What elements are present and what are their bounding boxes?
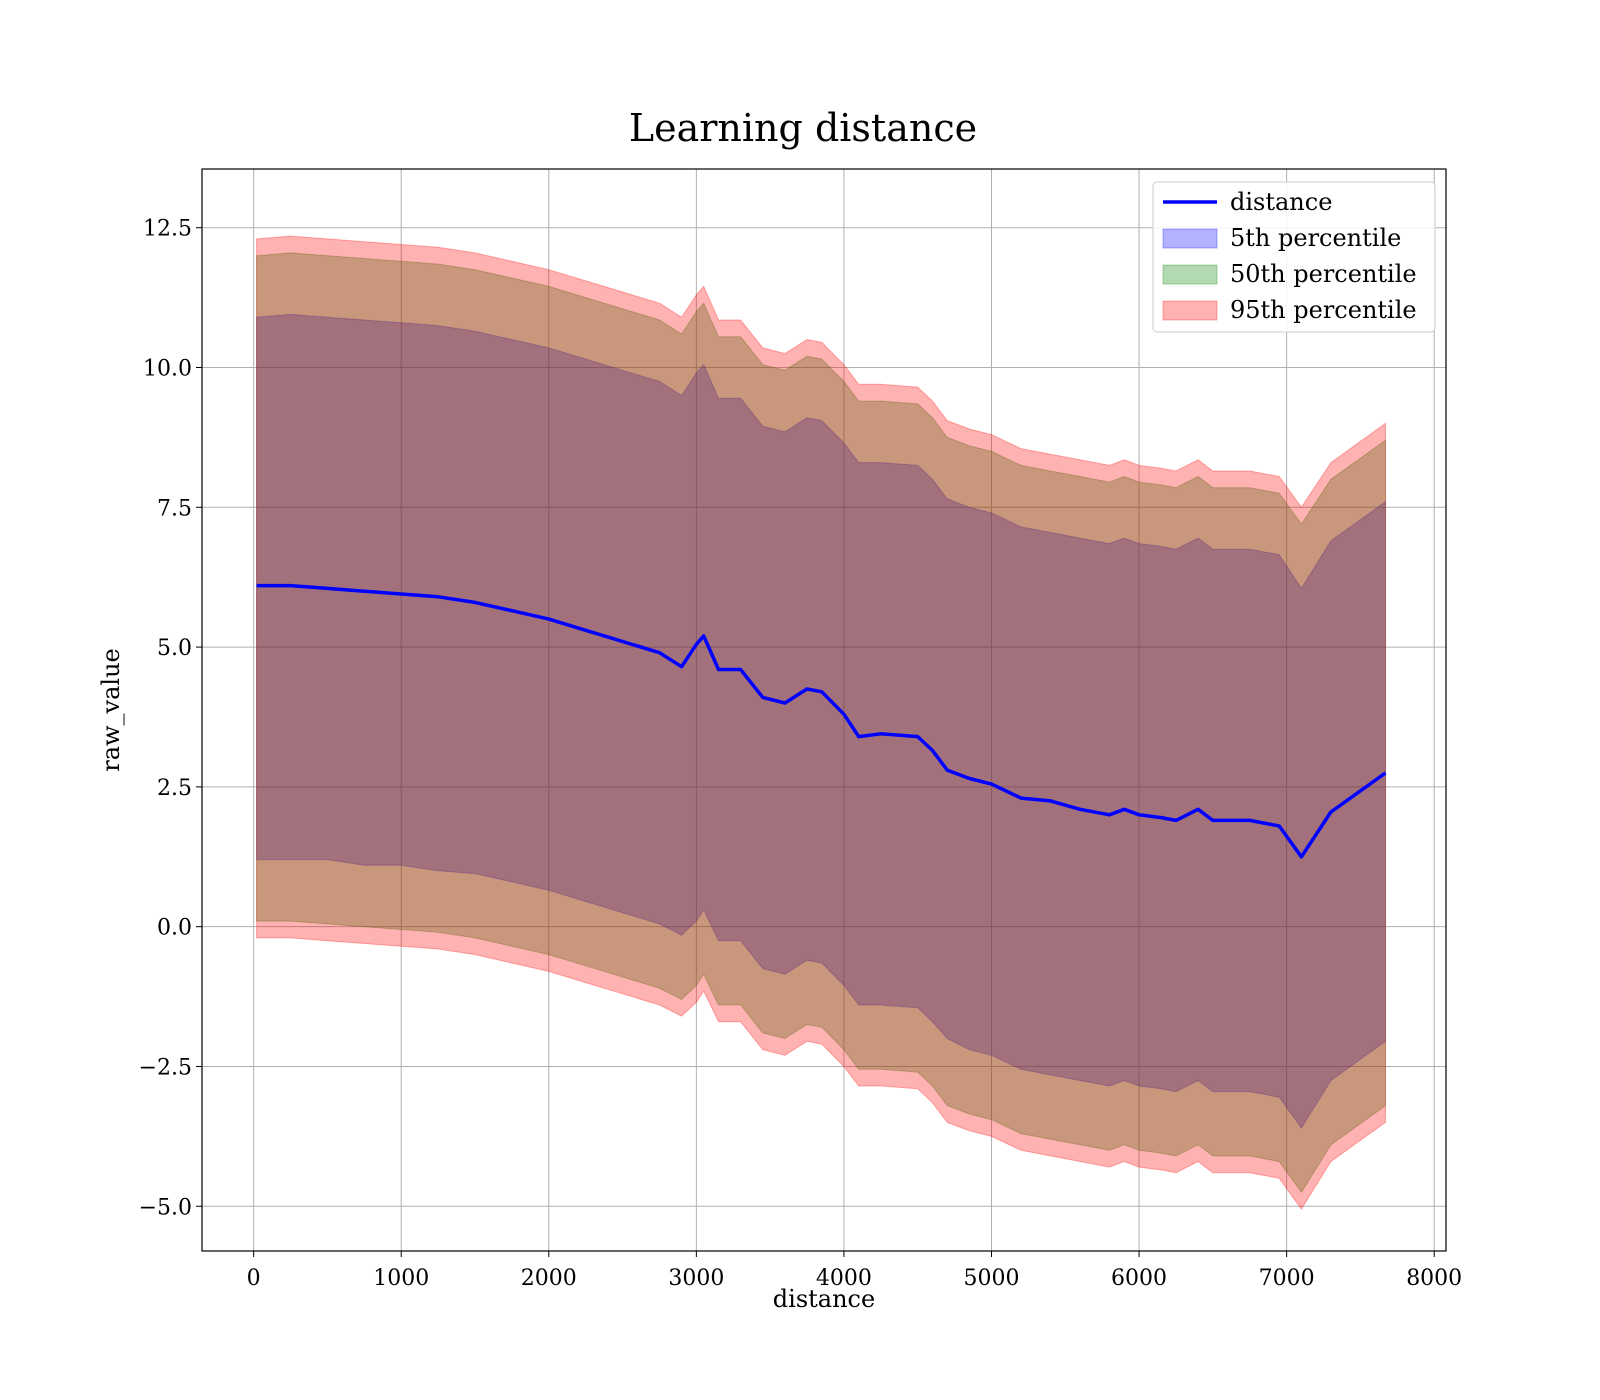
band-95th-percentile — [256, 235, 1386, 1210]
percentile-bands — [256, 235, 1386, 1210]
band-5th-percentile — [256, 313, 1386, 1129]
y-tick-label: 5.0 — [157, 636, 192, 661]
y-tick-label: 2.5 — [157, 776, 192, 801]
y-tick-label: 10.0 — [143, 357, 192, 382]
x-tick-label: 8000 — [1406, 1266, 1462, 1291]
x-tick-label: 5000 — [963, 1266, 1019, 1291]
legend-swatch-band — [1162, 228, 1218, 249]
y-axis-label: raw_value — [97, 648, 125, 772]
x-tick-label: 3000 — [668, 1266, 724, 1291]
distance-line-layer — [256, 583, 1387, 859]
legend-swatch-band — [1162, 300, 1218, 321]
legend-label: distance — [1230, 188, 1332, 216]
x-tick-label: 6000 — [1111, 1266, 1167, 1291]
y-tick-label: 7.5 — [157, 496, 192, 521]
grid — [202, 169, 1446, 1251]
legend: distance 5th percentile 50th percentile 95t… — [1152, 181, 1436, 333]
chart-title: Learning distance — [629, 106, 977, 150]
legend-label: 95th percentile — [1230, 296, 1417, 324]
y-tick-label: 12.5 — [143, 217, 192, 242]
series-line-distance — [256, 583, 1387, 859]
y-tick-label: −5.0 — [139, 1195, 192, 1220]
y-tick-label: 0.0 — [157, 916, 192, 941]
plot-frame — [201, 168, 1447, 1252]
legend-label: 50th percentile — [1230, 260, 1417, 288]
axis-ticks: 0 1000 2000 3000 4000 5000 6000 7000 8000 −5.0 −2.… — [139, 217, 1463, 1291]
x-tick-label: 1000 — [373, 1266, 429, 1291]
y-tick-label: −2.5 — [139, 1055, 192, 1080]
x-tick-label: 0 — [247, 1266, 261, 1291]
band-50th-percentile — [256, 252, 1386, 1194]
x-tick-label: 7000 — [1259, 1266, 1315, 1291]
x-tick-label: 2000 — [521, 1266, 577, 1291]
x-tick-label: 4000 — [816, 1266, 872, 1291]
legend-box — [1152, 181, 1436, 333]
x-axis-label: distance — [773, 1285, 875, 1313]
legend-swatch-band — [1162, 264, 1218, 285]
legend-label: 5th percentile — [1230, 224, 1401, 252]
